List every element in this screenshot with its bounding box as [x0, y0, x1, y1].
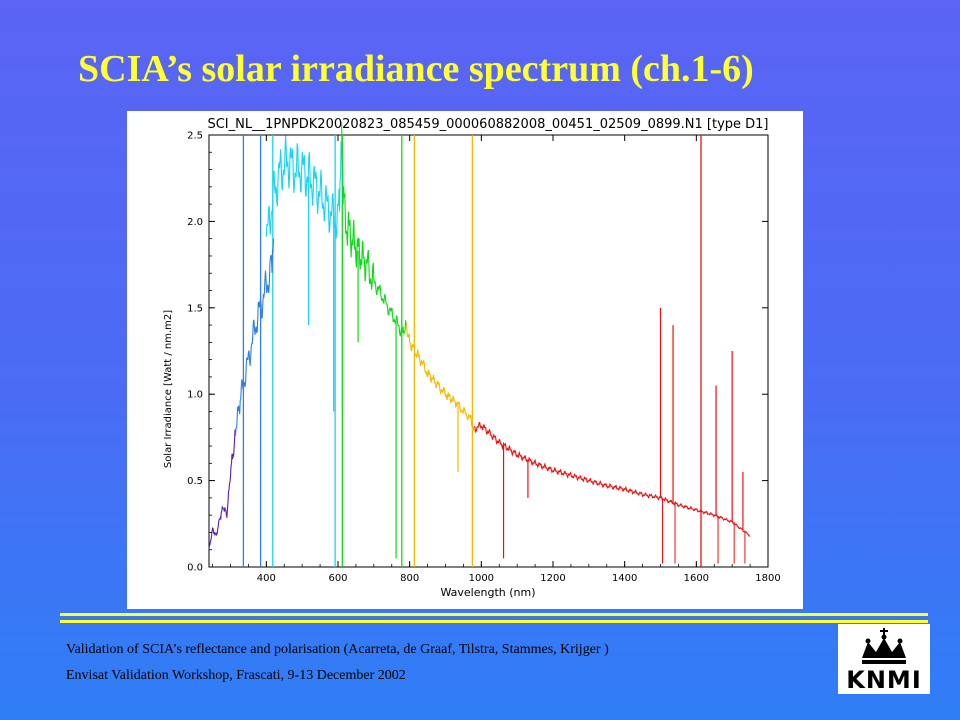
x-tick-label-1: 600 — [328, 573, 347, 584]
logo-wordmark: KNMI — [846, 666, 922, 694]
slide-title: SCIA’s solar irradiance spectrum (ch.1-6… — [78, 48, 754, 90]
spectrum-series-5 — [473, 421, 751, 537]
spectrum-series-2 — [265, 135, 343, 239]
footer-divider-bottom — [60, 620, 928, 623]
crown-icon — [862, 628, 906, 664]
footer-divider-top — [60, 613, 928, 616]
x-tick-label-2: 800 — [400, 573, 419, 584]
footer-event: Envisat Validation Workshop, Frascati, 9… — [66, 668, 406, 683]
y-tick-label-4: 2.0 — [187, 217, 203, 228]
y-axis-label: Solar Irradiance [Watt / nm.m2] — [163, 310, 174, 468]
y-tick-label-2: 1.0 — [187, 390, 203, 401]
y-tick-label-3: 1.5 — [187, 303, 203, 314]
y-tick-label-5: 2.5 — [187, 131, 203, 142]
x-tick-label-6: 1600 — [684, 573, 709, 584]
x-tick-label-7: 1800 — [755, 573, 780, 584]
chart-marks: 400 600 800 1000 1200 1400 1600 1800 0.0 0.5 1.0 1.… — [187, 122, 781, 584]
chart-panel: SCI_NL__1PNPDK20020823_085459_0000608820… — [127, 111, 803, 609]
spectrum-chart: SCI_NL__1PNPDK20020823_085459_0000608820… — [163, 117, 781, 599]
x-tick-label-4: 1200 — [540, 573, 565, 584]
x-tick-label-0: 400 — [257, 573, 276, 584]
x-tick-label-5: 1400 — [612, 573, 637, 584]
spectrum-series-1 — [234, 238, 275, 436]
y-tick-label-1: 0.5 — [187, 476, 203, 487]
spectrum-series-3 — [341, 122, 407, 337]
x-tick-label-3: 1000 — [469, 573, 494, 584]
chart-title: SCI_NL__1PNPDK20020823_085459_0000608820… — [207, 117, 768, 132]
plot-frame — [208, 134, 769, 568]
x-axis-label: Wavelength (nm) — [440, 586, 535, 599]
knmi-logo: KNMI — [838, 624, 930, 694]
y-tick-label-0: 0.0 — [187, 563, 203, 574]
spectrum-series-4 — [405, 323, 475, 433]
spectrum-series-0 — [208, 429, 237, 550]
footer-credits: Validation of SCIA’s reflectance and pol… — [66, 642, 609, 657]
